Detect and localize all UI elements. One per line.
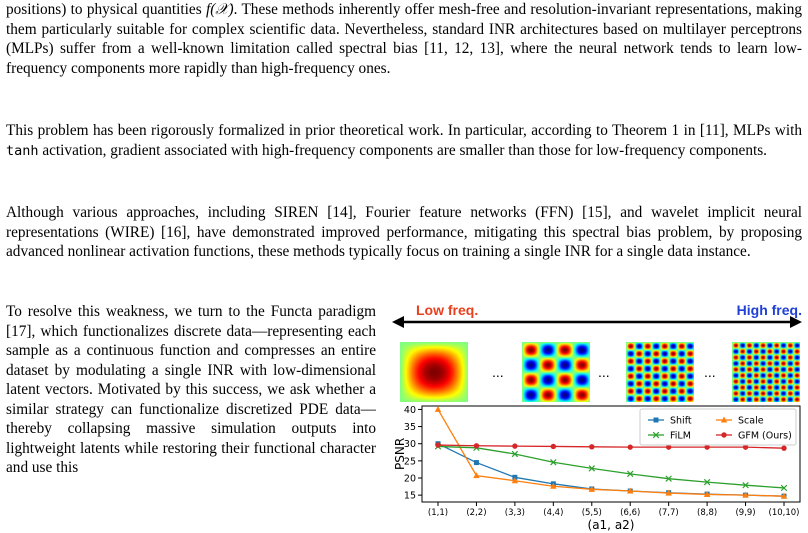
data-point	[721, 432, 727, 438]
data-point	[511, 450, 519, 458]
series-line-shift	[437, 443, 785, 497]
p1-text-b: . These methods inherently offer mesh-fr…	[6, 1, 803, 77]
x-tick-label: (5,5)	[582, 508, 602, 518]
series-line-scale	[437, 409, 785, 497]
high-freq-label: High freq.	[736, 302, 802, 318]
psnr-chart: 15 20 25 30 35 40 (1,1) (2,2) (3,3) (4,4) (5,5) (6…	[393, 405, 801, 532]
data-point	[780, 484, 788, 492]
x-tick-label: (7,7)	[659, 508, 679, 518]
data-point	[703, 490, 711, 497]
y-tick-label: 40	[404, 405, 416, 416]
data-point	[665, 444, 672, 450]
data-point	[512, 443, 518, 449]
data-point	[665, 489, 672, 496]
y-tick-label: 30	[404, 439, 416, 450]
data-point	[511, 477, 519, 484]
thumbnail-frequency-3	[626, 342, 694, 402]
data-point	[550, 443, 557, 450]
y-tick-label: 25	[404, 456, 416, 467]
paragraph-spectral-bias-theory: This problem has been rigorously formali…	[6, 121, 802, 161]
p2-text-b: activation, gradient associated with hig…	[38, 141, 767, 159]
x-tick-label: (9,9)	[735, 508, 755, 518]
x-axis-label: (a1, a2)	[588, 518, 635, 532]
data-point	[627, 444, 633, 450]
legend-label: Scale	[738, 416, 764, 427]
y-tick-label: 35	[404, 422, 416, 433]
thumbnail-highest-frequency	[732, 342, 800, 402]
x-tick-label: (3,3)	[505, 508, 525, 518]
p2-text-a: This problem has been rigorously formali…	[6, 122, 802, 139]
ellipsis-1: ...	[492, 364, 504, 380]
data-point	[588, 465, 596, 472]
paragraph-approaches: Although various approaches, including S…	[6, 204, 802, 260]
thumbnail-frequency-2	[522, 342, 590, 402]
y-tick-label: 20	[404, 474, 416, 485]
p1-math: f(𝒳)	[205, 1, 234, 18]
data-point	[720, 416, 728, 423]
data-point	[665, 475, 672, 482]
x-tick-label: (2,2)	[466, 508, 486, 518]
data-point	[434, 405, 442, 412]
data-point	[742, 491, 749, 498]
frequency-arrow	[392, 316, 802, 328]
y-tick-label: 15	[404, 491, 416, 502]
data-point	[473, 460, 479, 466]
x-tick-label: (10,10)	[769, 508, 800, 518]
x-tick-label: (4,4)	[543, 508, 563, 518]
chart-legend: Shift Scale FiLM GFM (Ours)	[639, 408, 797, 446]
data-point	[626, 470, 634, 478]
data-point	[550, 459, 557, 466]
data-point	[473, 443, 480, 449]
data-point	[653, 417, 659, 423]
y-axis-label: PSNR	[393, 438, 407, 470]
ellipsis-3: ...	[704, 364, 716, 380]
data-point	[704, 444, 710, 450]
p2-code: tanh	[6, 142, 39, 159]
ellipsis-2: ...	[598, 364, 610, 380]
data-point	[435, 442, 441, 448]
series-group	[434, 405, 788, 499]
data-point	[742, 444, 749, 450]
legend-label: GFM (Ours)	[738, 431, 792, 442]
data-point	[627, 487, 634, 494]
x-tick-label: (8,8)	[697, 508, 717, 518]
y-axis: 15 20 25 30 35 40	[404, 405, 422, 502]
data-point	[550, 482, 557, 489]
series-line-gfm-ours	[437, 444, 785, 449]
legend-box	[639, 408, 797, 446]
thumbnail-lowest-frequency	[400, 342, 468, 402]
data-point	[473, 472, 480, 479]
paragraph-inr-intro: positions) to physical quantities f(𝒳). …	[6, 0, 802, 78]
x-tick-label: (6,6)	[620, 508, 640, 518]
frequency-figure: Low freq. High freq. ... ... ... 15 20 25 3…	[392, 300, 802, 533]
x-tick-label: (1,1)	[428, 508, 448, 518]
low-freq-label: Low freq.	[416, 302, 479, 318]
paragraph-functa: To resolve this weakness, we turn to the…	[6, 303, 376, 476]
data-point	[780, 492, 788, 499]
data-point	[781, 445, 787, 451]
plot-frame	[421, 405, 801, 503]
data-point	[703, 478, 711, 486]
data-point	[589, 444, 595, 450]
data-point	[742, 481, 749, 489]
data-point	[588, 485, 595, 492]
series-line-film	[437, 445, 785, 489]
p1-text-a: positions) to physical quantities	[6, 1, 206, 18]
legend-label: Shift	[670, 416, 692, 427]
x-axis: (1,1) (2,2) (3,3) (4,4) (5,5) (6,6) (7,7) (8,8)…	[428, 502, 800, 518]
data-point	[652, 431, 660, 439]
legend-label: FiLM	[670, 431, 691, 442]
